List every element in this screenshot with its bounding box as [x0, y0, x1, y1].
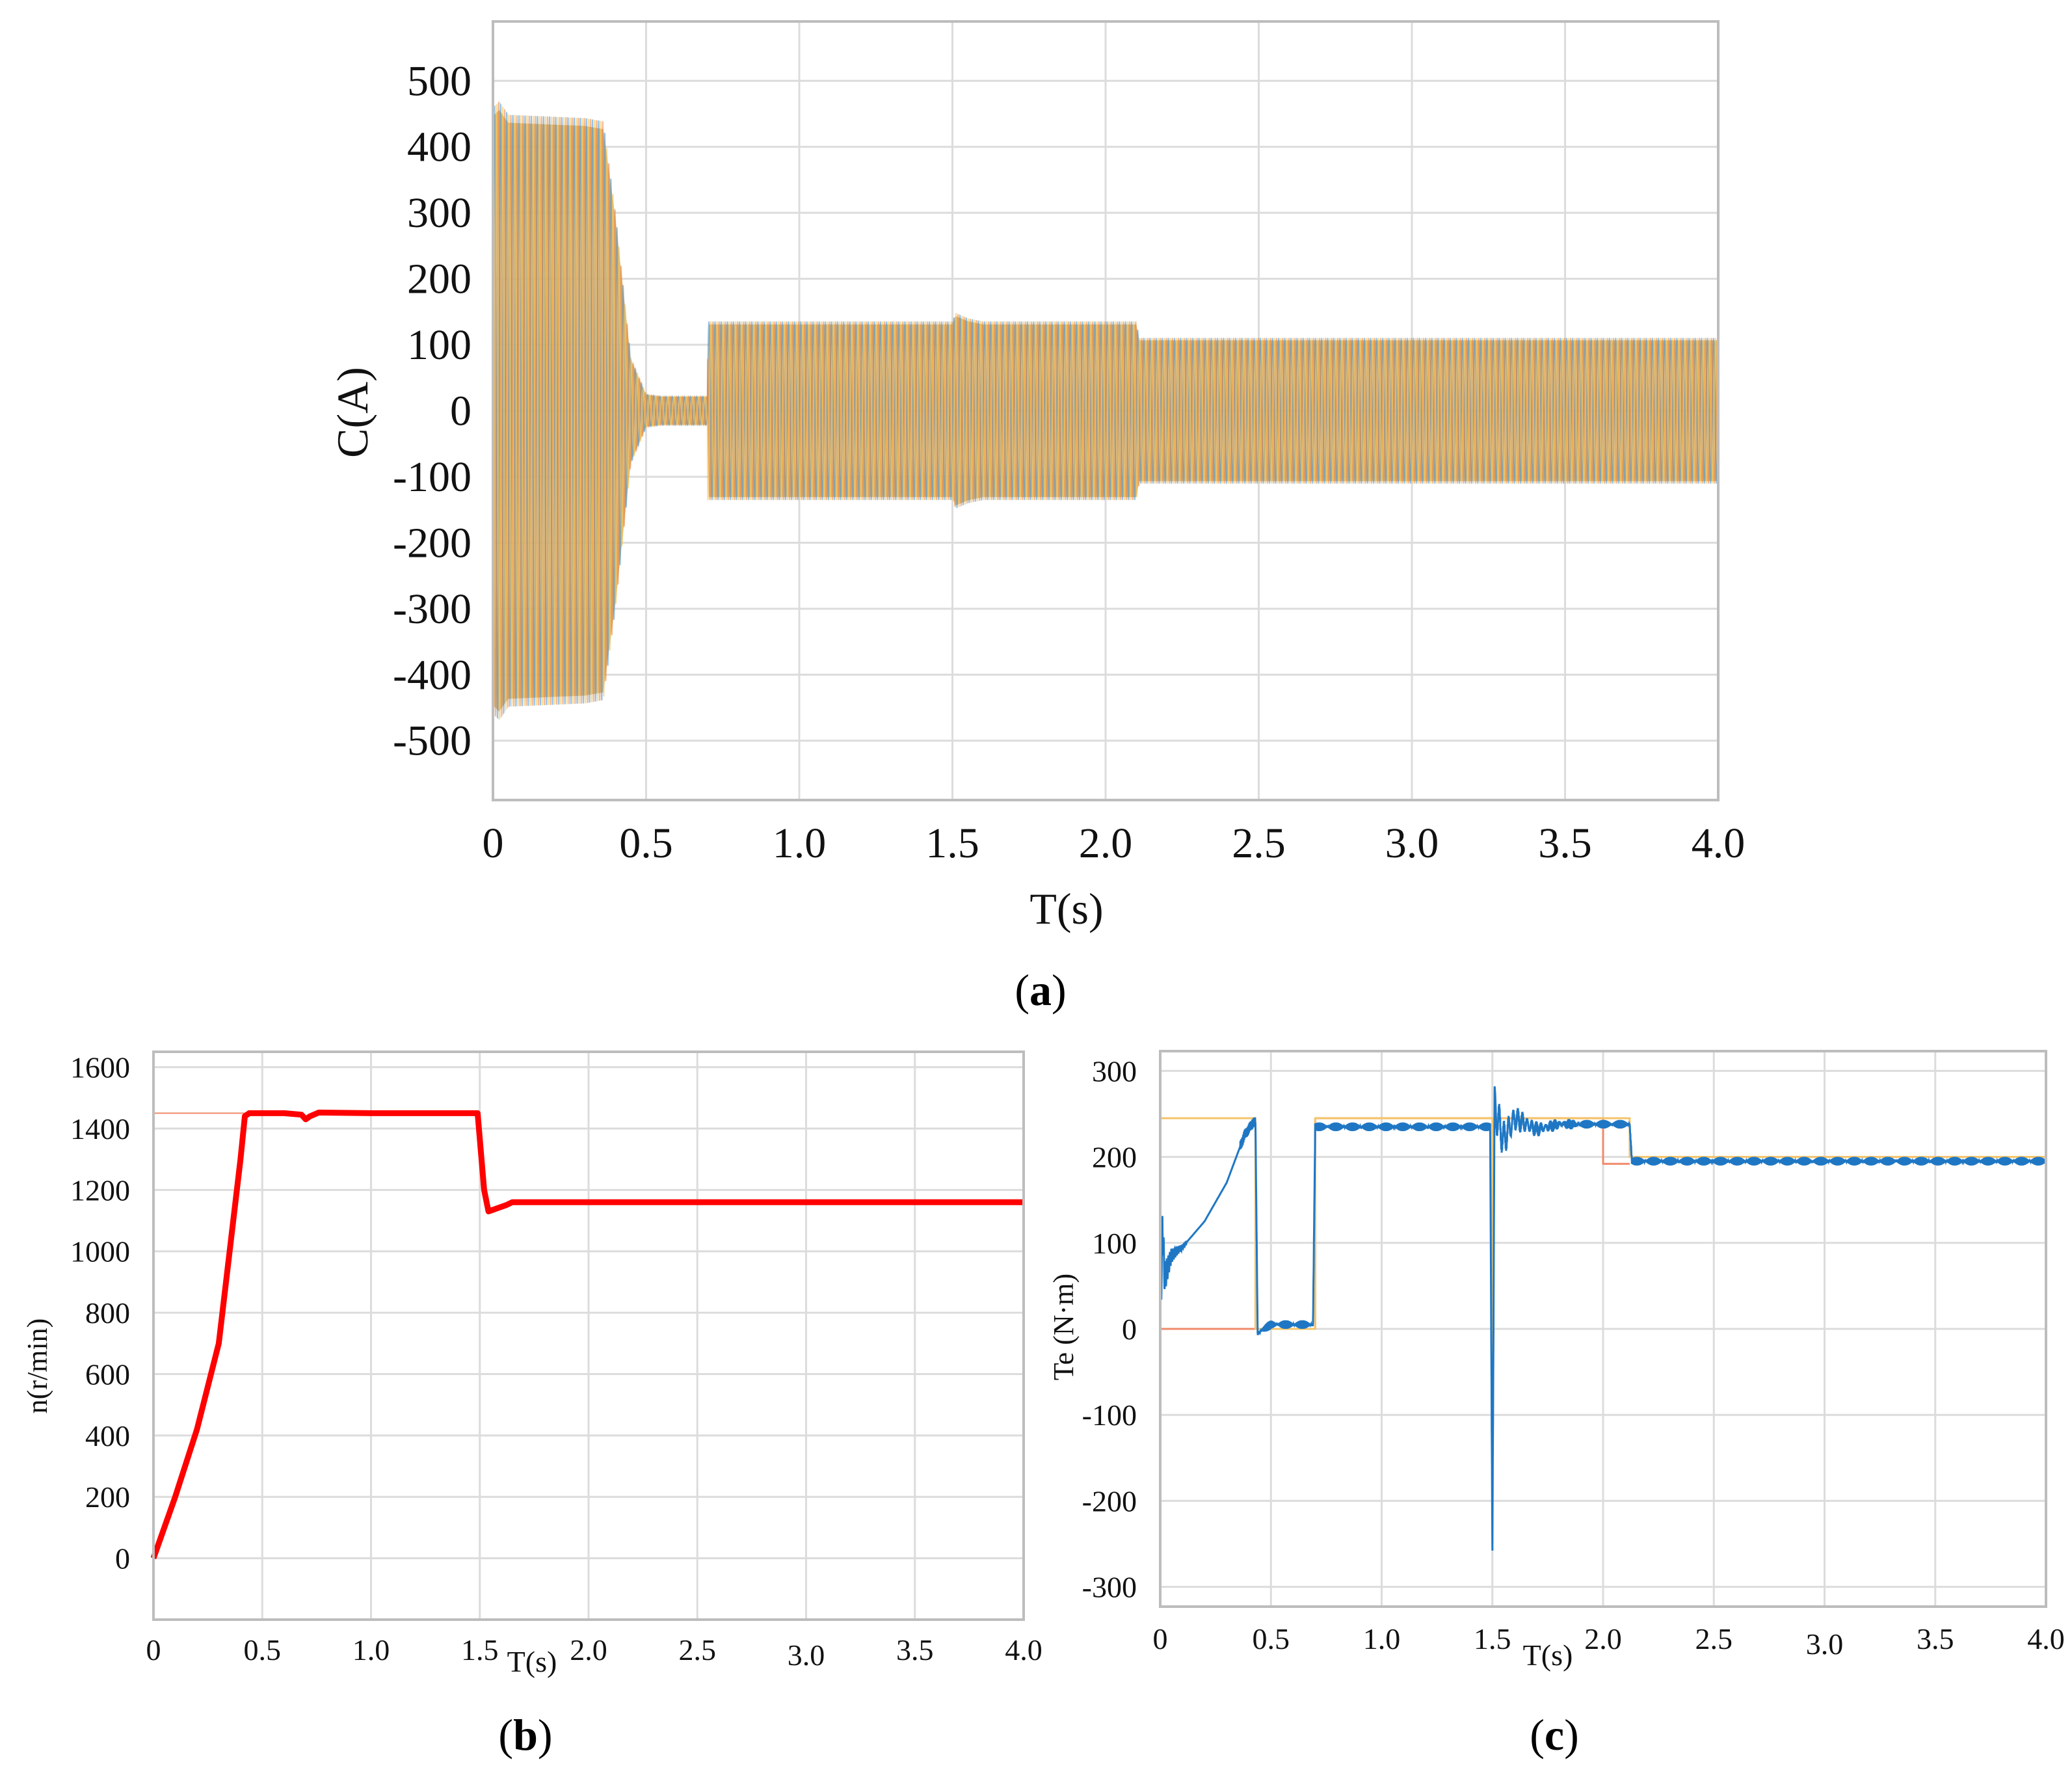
- panel-a-caption-letter: a: [1029, 965, 1052, 1015]
- panel-a-current-traces: [492, 101, 1719, 721]
- y-tick-label: 400: [85, 1419, 130, 1452]
- x-tick-label: 3.5: [1917, 1622, 1954, 1655]
- x-tick-label: 4.0: [1692, 820, 1746, 867]
- electromagnetic-torque-line: [1159, 1086, 2047, 1551]
- x-tick-label: 2.0: [1584, 1622, 1622, 1655]
- panel-b-frame: [152, 1050, 1025, 1621]
- y-tick-label: 300: [407, 189, 472, 237]
- panel-c-y-tick-labels: 300 200 100 0 -100 -200 -300: [1082, 1054, 1137, 1603]
- y-tick-label: 500: [407, 57, 472, 105]
- x-tick-label: 1.5: [1474, 1622, 1511, 1655]
- x-tick-label: 3.0: [1806, 1627, 1844, 1661]
- y-tick-label: 0: [450, 388, 472, 435]
- x-tick-label: 1.5: [461, 1633, 499, 1666]
- y-tick-label: -200: [393, 519, 472, 567]
- x-tick-label: 0.5: [1253, 1622, 1290, 1655]
- x-tick-label: 0.5: [244, 1633, 282, 1666]
- panel-b-x-tick-labels: 0 0.5 1.0 1.5 2.0 2.5 3.0 3.5 4.0: [146, 1633, 1043, 1672]
- y-tick-label: 800: [85, 1296, 130, 1330]
- x-tick-label: 1.0: [352, 1633, 390, 1666]
- rotor-speed-line: [150, 1109, 1024, 1560]
- panel-b-caption-letter: b: [513, 1710, 538, 1759]
- y-tick-label: -500: [393, 717, 472, 765]
- panel-b-y-axis-label: n(r/min): [21, 1318, 53, 1414]
- panel-a-frame: [492, 20, 1720, 801]
- x-tick-label: 0.5: [619, 820, 673, 867]
- y-tick-label: -100: [1082, 1398, 1137, 1432]
- y-tick-label: -200: [1082, 1484, 1137, 1518]
- phase-current-2: [492, 103, 1719, 721]
- panel-c-caption: (c): [1530, 1710, 1579, 1759]
- panel-a-y-tick-labels: 500 400 300 200 100 0 -100 -200 -300 -400 -500: [393, 57, 472, 764]
- x-tick-label: 2.5: [1232, 820, 1286, 867]
- x-tick-label: 2.5: [1695, 1622, 1733, 1655]
- y-tick-label: -400: [393, 651, 472, 699]
- panel-a-caption: (a): [1015, 965, 1066, 1015]
- y-tick-label: 1200: [70, 1173, 130, 1207]
- y-tick-label: 0: [115, 1542, 130, 1575]
- phase-current-0: [492, 102, 1719, 719]
- x-tick-label: 3.5: [896, 1633, 934, 1666]
- load-torque-line: [1160, 1117, 1630, 1330]
- x-tick-label: 2.5: [679, 1633, 717, 1666]
- x-tick-label: 4.0: [1005, 1633, 1043, 1666]
- panel-a-current-chart: 500 400 300 200 100 0 -100 -200 -300 -400 -500 0 0.…: [328, 20, 1746, 1015]
- x-tick-label: 1.5: [925, 820, 979, 867]
- y-tick-label: 100: [1092, 1227, 1137, 1260]
- panel-b-y-tick-labels: 1600 1400 1200 1000 800 600 400 200 0: [70, 1051, 130, 1575]
- y-tick-label: 0: [1122, 1313, 1137, 1346]
- panel-c-x-tick-labels: 0 0.5 1.0 1.5 2.0 2.5 3.0 3.5 4.0: [1153, 1622, 2065, 1661]
- y-tick-label: 200: [407, 256, 472, 303]
- y-tick-label: 1000: [70, 1235, 130, 1268]
- x-tick-label: 1.0: [1363, 1622, 1401, 1655]
- y-tick-label: 200: [1092, 1141, 1137, 1174]
- x-tick-label: 2.0: [570, 1633, 607, 1666]
- x-tick-label: 4.0: [2027, 1622, 2065, 1655]
- y-tick-label: 300: [1092, 1054, 1137, 1088]
- panel-c-caption-letter: c: [1545, 1710, 1564, 1759]
- y-tick-label: 600: [85, 1358, 130, 1391]
- y-tick-label: 200: [85, 1480, 130, 1514]
- panel-b-caption: (b): [498, 1710, 552, 1759]
- x-tick-label: 2.0: [1079, 820, 1133, 867]
- x-tick-label: 0: [146, 1633, 161, 1666]
- x-tick-label: 3.0: [788, 1639, 825, 1672]
- panel-a-y-axis-label: C(A): [328, 367, 377, 458]
- panel-c-y-axis-label: Te (N·m): [1048, 1274, 1080, 1380]
- y-tick-label: 1400: [70, 1112, 130, 1145]
- panel-c-torque-traces: [1159, 1086, 2047, 1551]
- y-tick-label: -300: [393, 585, 472, 633]
- y-tick-label: 1600: [70, 1051, 130, 1084]
- panel-c-x-axis-label: T(s): [1523, 1639, 1573, 1672]
- x-tick-label: 1.0: [773, 820, 827, 867]
- x-tick-label: 3.0: [1385, 820, 1439, 867]
- y-tick-label: -300: [1082, 1571, 1137, 1604]
- panel-b-x-axis-label: T(s): [507, 1645, 557, 1678]
- y-tick-label: 400: [407, 124, 472, 171]
- panel-c-torque-chart: 300 200 100 0 -100 -200 -300 0 0.5 1.0 1.5 2.0 2.5 3…: [1048, 1050, 2065, 1759]
- panel-a-x-axis-label: T(s): [1029, 884, 1103, 933]
- y-tick-label: -100: [393, 453, 472, 501]
- panel-b-grid: [152, 1052, 1025, 1620]
- panel-c-frame: [1159, 1050, 2047, 1608]
- x-tick-label: 3.5: [1538, 820, 1592, 867]
- panel-b-speed-chart: 1600 1400 1200 1000 800 600 400 200 0 0 0.5 1.0 1.5…: [21, 1050, 1043, 1759]
- x-tick-label: 0: [1153, 1622, 1168, 1655]
- x-tick-label: 0: [483, 820, 504, 867]
- phase-current-1: [492, 101, 1719, 718]
- panel-a-x-tick-labels: 0 0.5 1.0 1.5 2.0 2.5 3.0 3.5 4.0: [483, 820, 1746, 867]
- y-tick-label: 100: [407, 321, 472, 369]
- panel-b-speed-traces: [150, 1109, 1024, 1560]
